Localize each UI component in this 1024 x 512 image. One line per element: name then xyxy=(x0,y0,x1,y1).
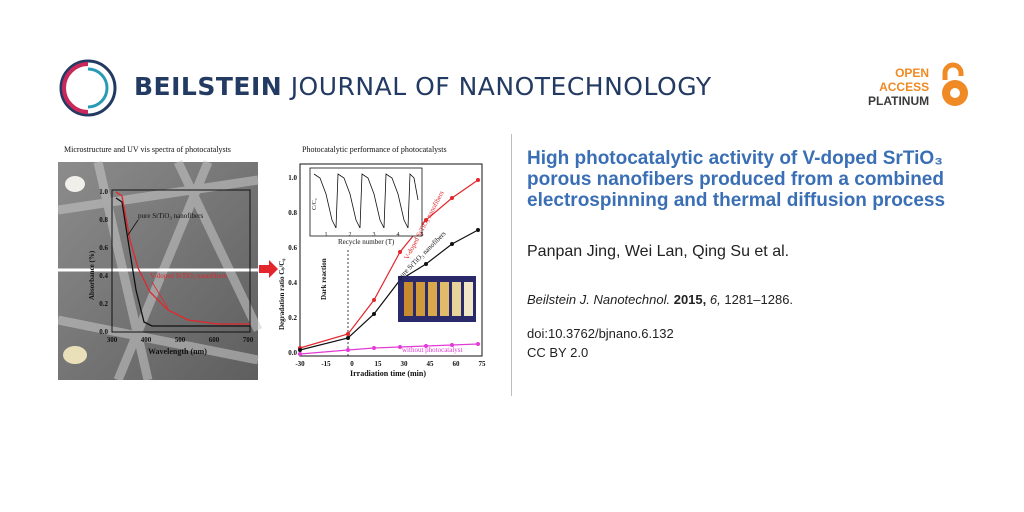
recycle-curve xyxy=(313,173,419,229)
article-license[interactable]: CC BY 2.0 xyxy=(527,345,589,360)
inset-x-tick-label: 2 xyxy=(349,232,352,238)
series-v-doped-point xyxy=(398,250,402,254)
article-volume: 6, xyxy=(709,292,721,307)
right-x-tick-label: 60 xyxy=(453,360,461,368)
vertical-divider xyxy=(511,134,512,396)
right-y-tick-label: 0.8 xyxy=(288,209,297,217)
left-x-tick-label: 600 xyxy=(209,336,220,344)
series-none-point xyxy=(424,344,428,348)
right-x-axis-label: Irradiation time (min) xyxy=(350,369,426,378)
right-y-tick-label: 0.2 xyxy=(288,314,297,322)
left-x-tick-label: 300 xyxy=(107,336,118,344)
right-y-axis-label: Degradation ratio Cₜ/C₀ xyxy=(278,259,286,330)
article-pages: 1281–1286. xyxy=(724,292,794,307)
right-x-tick-label: 0 xyxy=(350,360,354,368)
series-pure-point xyxy=(346,336,350,340)
series-none-point xyxy=(346,348,350,352)
series-none-point xyxy=(476,342,480,346)
inset-x-axis-label: Recycle number (T) xyxy=(338,238,395,246)
beilstein-logo-icon xyxy=(59,59,117,117)
right-y-tick-label: 0.4 xyxy=(288,279,297,287)
right-x-tick-label: 15 xyxy=(375,360,383,368)
recycle-inset xyxy=(309,167,423,237)
left-x-tick-label: 700 xyxy=(243,336,254,344)
article-year: 2015, xyxy=(673,292,707,307)
left-x-tick-label: 400 xyxy=(141,336,152,344)
right-x-tick-label: -30 xyxy=(295,360,305,368)
transition-arrow-icon xyxy=(259,260,278,278)
label-none: without photocatalyst xyxy=(402,346,463,354)
left-y-tick-label: 0.8 xyxy=(99,216,108,224)
inset-x-tick-label: 5 xyxy=(421,232,424,238)
left-label-vdoped: V-doped SrTiO₃ nanofibers xyxy=(150,272,227,280)
left-panel-title: Microstructure and UV vis spectra of pho… xyxy=(64,145,231,154)
series-none-point xyxy=(372,346,376,350)
series-pure-point xyxy=(372,312,376,316)
right-x-tick-label: -15 xyxy=(321,360,331,368)
right-x-tick-label: 75 xyxy=(479,360,487,368)
article-doi[interactable]: doi:10.3762/bjnano.6.132 xyxy=(527,326,674,341)
right-y-tick-label: 0.0 xyxy=(288,349,297,357)
right-y-tick-label: 1.0 xyxy=(288,174,297,182)
graphical-abstract-figure: Microstructure and UV vis spectra of pho… xyxy=(58,145,487,380)
series-v-doped-point xyxy=(372,298,376,302)
v-doped-srtio3-absorbance-curve xyxy=(115,191,250,325)
left-y-tick-label: 0.6 xyxy=(99,244,108,252)
open-access-line-2: ACCESS xyxy=(879,80,930,94)
right-x-tick-label: 30 xyxy=(401,360,409,368)
left-y-tick-label: 0.0 xyxy=(99,328,108,336)
article-title[interactable]: High photocatalytic activity of V-doped … xyxy=(527,148,946,211)
open-access-line-3: PLATINUM xyxy=(868,94,930,108)
journal-abbrev: Beilstein J. Nanotechnol. xyxy=(527,292,671,307)
left-y-tick-label: 0.2 xyxy=(99,300,108,308)
series-v-doped-point xyxy=(450,196,454,200)
series-v-doped-point xyxy=(346,332,350,336)
right-x-tick-label: 45 xyxy=(427,360,435,368)
inset-x-tick-label: 4 xyxy=(397,232,400,238)
vials xyxy=(404,282,473,316)
inset-x-tick-label: 3 xyxy=(373,232,376,238)
series-pure-point xyxy=(298,348,302,352)
series-none-point xyxy=(398,345,402,349)
journal-title-bold: BEILSTEIN xyxy=(134,72,283,101)
article-citation: Beilstein J. Nanotechnol. 2015, 6, 1281–… xyxy=(527,292,793,307)
journal-title-rest: JOURNAL OF NANOTECHNOLOGY xyxy=(290,72,712,101)
left-x-axis-label: Wavelength (nm) xyxy=(148,347,207,356)
series-v-doped-point xyxy=(476,178,480,182)
series-none-point xyxy=(450,343,454,347)
series-pure-point xyxy=(476,228,480,232)
right-y-tick-label: 0.6 xyxy=(288,244,297,252)
inset-y-axis-label: C/C₀ xyxy=(312,198,318,210)
left-label-pure: pure SrTiO₃ nanofibers xyxy=(138,212,203,220)
left-y-tick-label: 0.4 xyxy=(99,272,108,280)
dark-reaction-label: Dark reaction xyxy=(320,258,328,300)
powder-sample-white xyxy=(65,176,85,192)
article-authors: Panpan Jing, Wei Lan, Qing Su et al. xyxy=(527,243,790,260)
open-access-line-1: OPEN xyxy=(895,66,930,80)
series-v-doped-point xyxy=(424,218,428,222)
open-access-lock-icon xyxy=(942,62,968,106)
inset-x-tick-label: 1 xyxy=(325,232,328,238)
left-x-tick-label: 500 xyxy=(175,336,186,344)
open-access-badge: OPEN ACCESS PLATINUM xyxy=(868,66,929,108)
series-none-point xyxy=(298,352,302,356)
left-y-axis-label: Absorbance (%) xyxy=(88,250,96,300)
powder-sample-yellow xyxy=(63,346,87,364)
pure-srtio3-absorbance-curve xyxy=(115,197,250,327)
series-pure-point xyxy=(424,262,428,266)
journal-title: BEILSTEIN JOURNAL OF NANOTECHNOLOGY xyxy=(134,72,712,101)
left-y-tick-label: 1.0 xyxy=(99,188,108,196)
right-panel-title: Photocatalytic performance of photocatal… xyxy=(302,145,447,154)
sem-fibers xyxy=(58,160,263,380)
series-pure-point xyxy=(450,242,454,246)
